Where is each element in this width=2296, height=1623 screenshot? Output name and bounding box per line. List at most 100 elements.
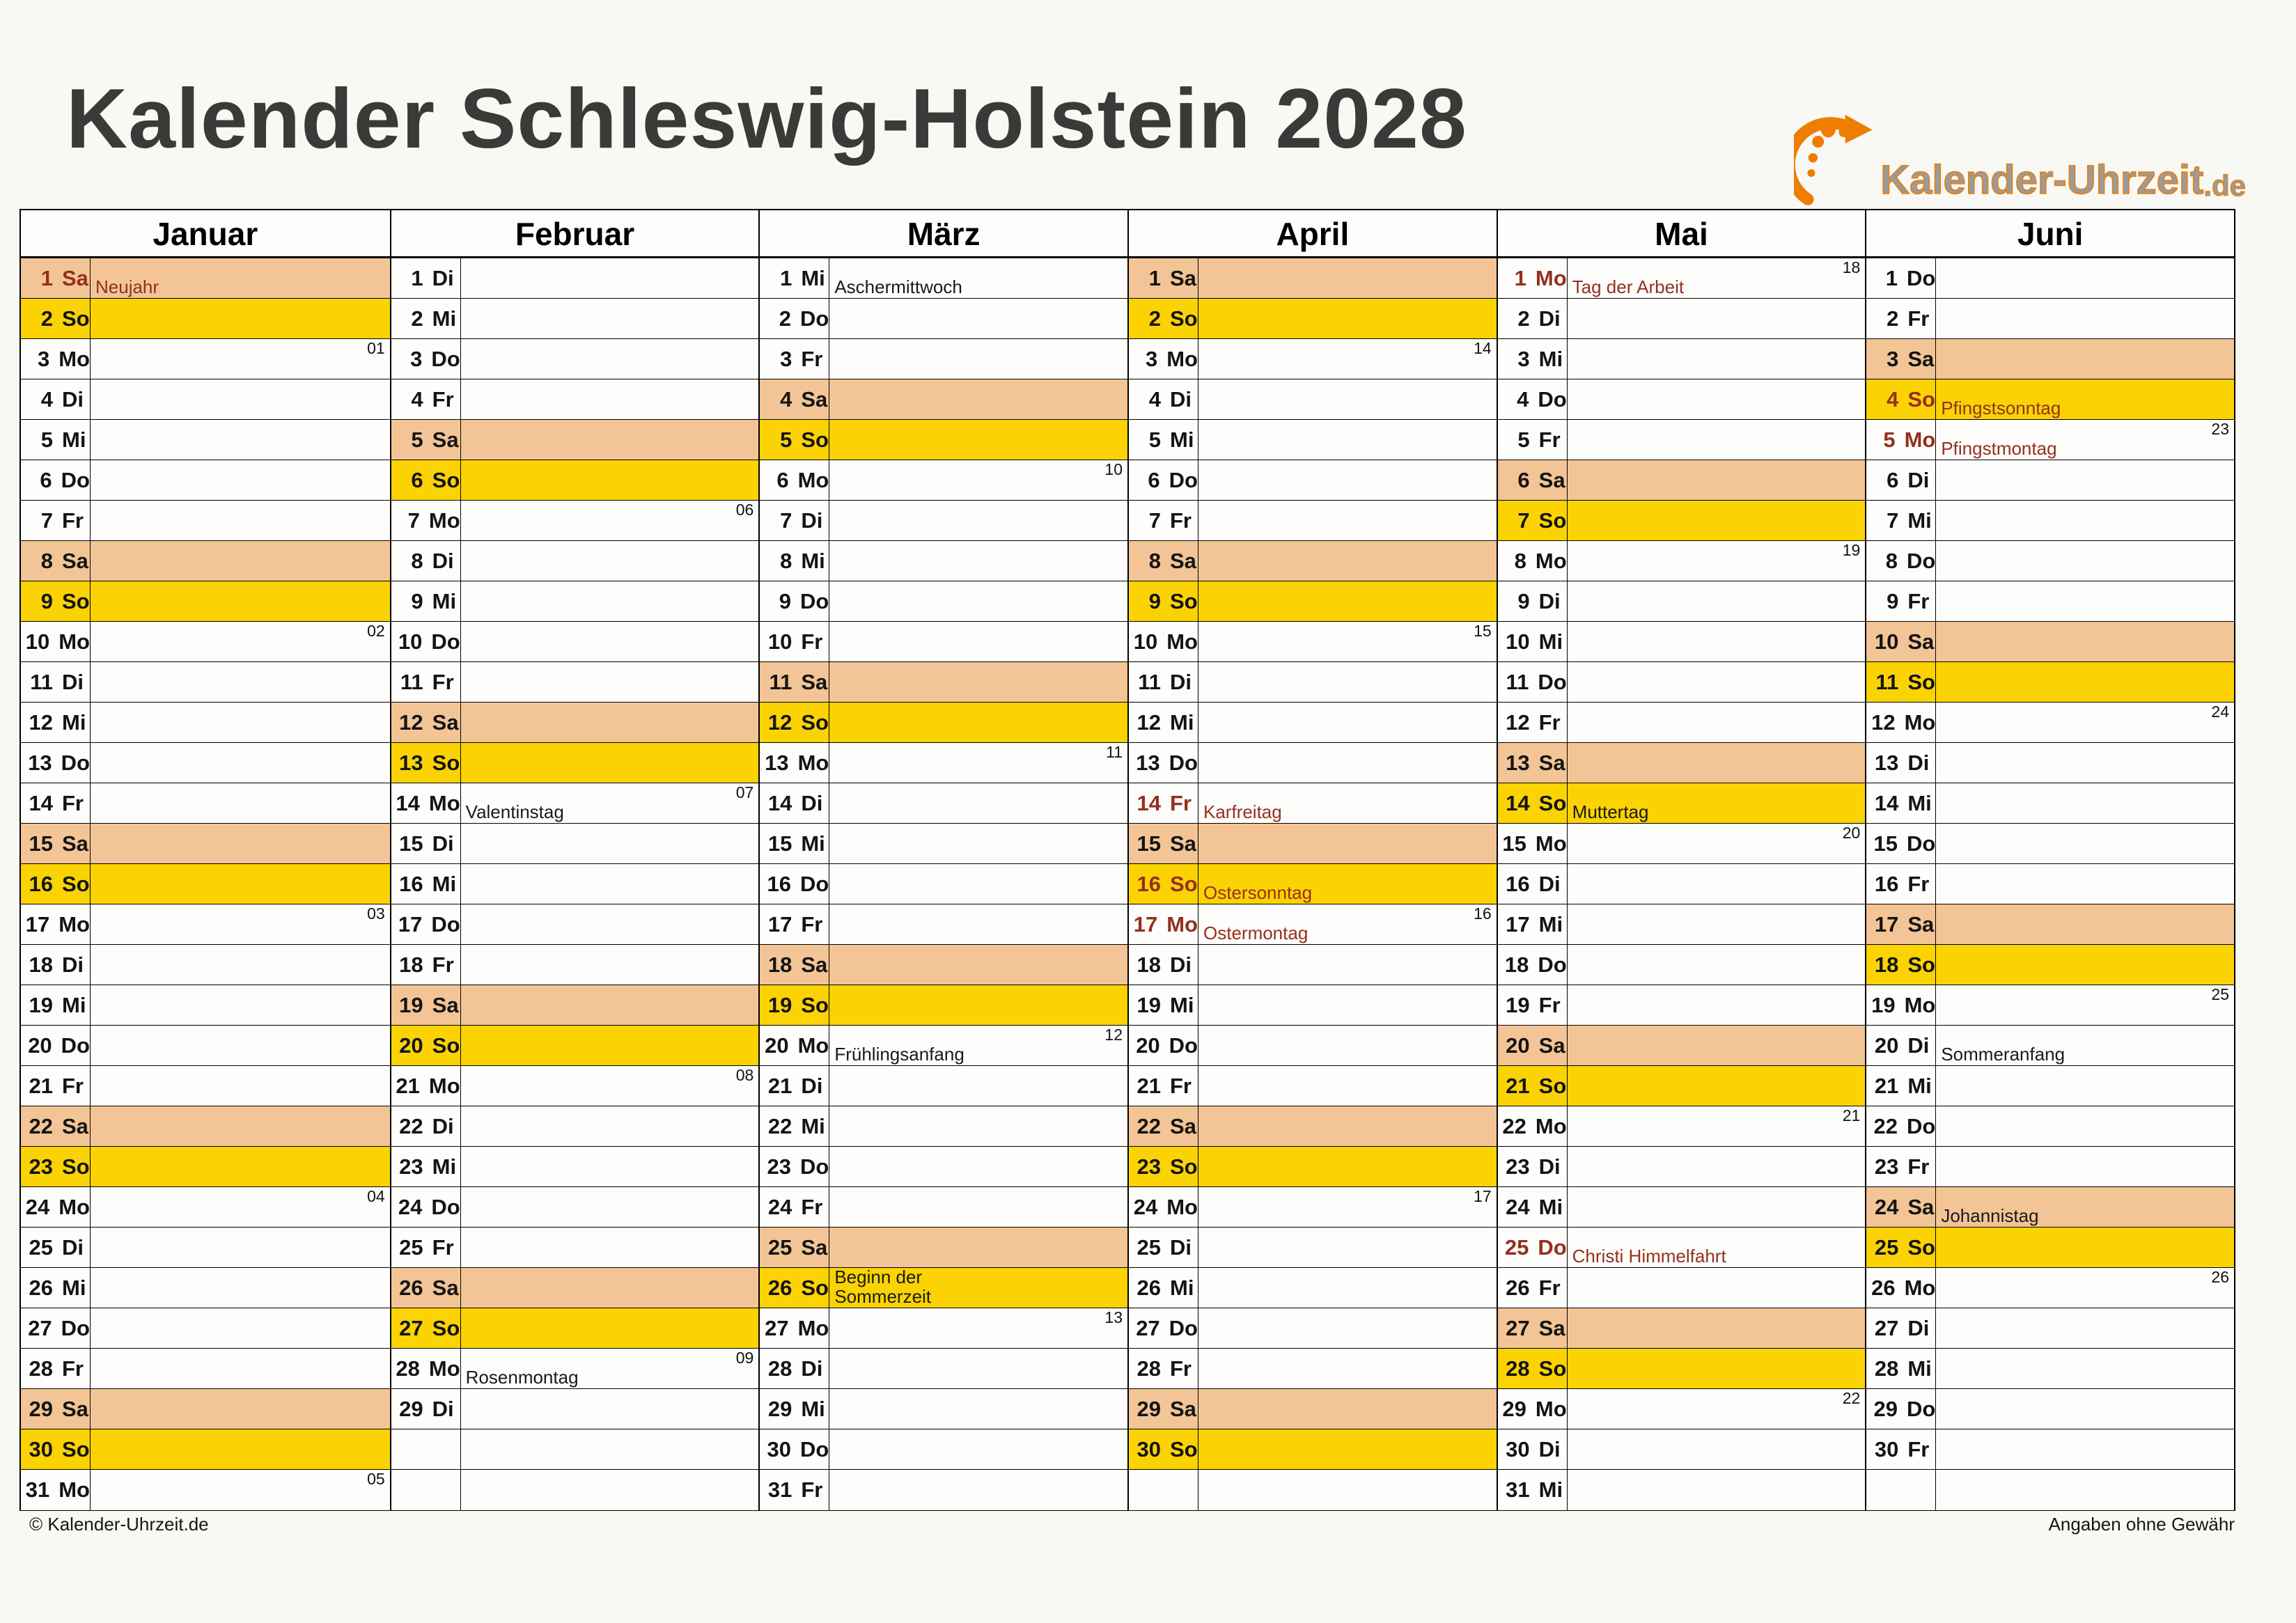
- day-row: 11 Di: [21, 662, 390, 703]
- day-row: 2 Do: [760, 299, 1127, 339]
- day-abbrev: Fr: [1170, 1356, 1192, 1381]
- day-number: 15: [1137, 831, 1161, 856]
- day-content: [461, 1026, 759, 1065]
- day-content: [1936, 622, 2234, 661]
- day-abbrev: So: [1538, 508, 1567, 533]
- day-abbrev: So: [432, 1033, 460, 1058]
- day-number: 21: [1874, 1073, 1899, 1098]
- day-cell: 22 Mi: [760, 1106, 830, 1146]
- day-cell: 8 Sa: [21, 541, 91, 581]
- day-number: 8: [1148, 548, 1161, 573]
- day-abbrev: Di: [801, 790, 823, 815]
- day-cell: 14 So: [1498, 783, 1568, 823]
- day-abbrev: Fr: [432, 669, 454, 694]
- day-row: 27 Do: [1129, 1308, 1497, 1349]
- week-number: 06: [735, 501, 754, 519]
- day-row: 1 Mo 18 Tag der Arbeit: [1497, 258, 1866, 299]
- day-cell: 23 Do: [760, 1147, 830, 1186]
- day-number: 12: [1137, 709, 1161, 735]
- day-number: 17: [398, 911, 423, 936]
- day-abbrev: So: [1170, 306, 1198, 331]
- day-row: 12 So: [760, 703, 1127, 743]
- day-row: 19 Mi: [1129, 985, 1497, 1026]
- day-number: 4: [1887, 386, 1899, 411]
- day-abbrev: Do: [800, 1154, 829, 1179]
- day-row: 10 Do: [391, 622, 759, 662]
- day-number: 23: [1137, 1154, 1161, 1179]
- day-content: [1198, 945, 1497, 985]
- day-content: [1568, 1066, 1866, 1106]
- day-number: 2: [1148, 306, 1161, 331]
- day-number: 3: [780, 346, 792, 371]
- day-content: Neujahr: [91, 258, 390, 298]
- day-row: 22 Sa: [1129, 1106, 1497, 1147]
- day-number: 27: [765, 1315, 789, 1340]
- day-abbrev: So: [432, 467, 460, 492]
- day-row: 30 So: [1129, 1429, 1497, 1470]
- day-cell: 30 Fr: [1866, 1429, 1937, 1469]
- day-number: 8: [780, 548, 792, 573]
- day-cell: 30 So: [21, 1429, 91, 1469]
- day-number: 26: [399, 1275, 423, 1300]
- day-abbrev: Fr: [1907, 306, 1930, 331]
- day-number: 17: [25, 911, 50, 936]
- day-content: [829, 703, 1127, 742]
- day-content: [1198, 379, 1497, 419]
- day-abbrev: Fr: [801, 629, 823, 654]
- day-cell: 1 Do: [1866, 258, 1937, 298]
- week-number: 12: [1104, 1026, 1123, 1044]
- day-cell: 26 Mo: [1866, 1268, 1937, 1308]
- day-abbrev: Mi: [801, 265, 825, 290]
- day-cell: 28 So: [1498, 1349, 1568, 1388]
- day-cell: 17 Sa: [1866, 904, 1937, 944]
- day-abbrev: Sa: [1170, 1396, 1196, 1421]
- day-content: [1198, 501, 1497, 540]
- day-row: 9 So: [1129, 581, 1497, 622]
- day-number: 25: [399, 1234, 423, 1260]
- week-number: 15: [1474, 622, 1492, 640]
- day-cell: 19 Fr: [1498, 985, 1568, 1025]
- day-content: [91, 1349, 390, 1388]
- day-row: 8 Mi: [760, 541, 1127, 581]
- day-cell: 29 Sa: [21, 1389, 91, 1429]
- day-cell: 19 So: [760, 985, 830, 1025]
- day-content: [1198, 824, 1497, 863]
- day-row: 18 So: [1866, 945, 2234, 985]
- day-cell: 28 Di: [760, 1349, 830, 1388]
- day-row: 5 Mo 23 Pfingstmontag: [1866, 420, 2234, 460]
- day-row: 21 Fr: [21, 1066, 390, 1106]
- day-cell: 18 So: [1866, 945, 1937, 985]
- day-content: [1568, 622, 1866, 661]
- day-abbrev: Do: [1907, 1396, 1936, 1421]
- day-number: 12: [1506, 709, 1530, 735]
- day-number: 7: [407, 508, 420, 533]
- day-number: 2: [1887, 306, 1899, 331]
- day-number: 23: [1874, 1154, 1899, 1179]
- day-content: Johannistag: [1936, 1187, 2234, 1227]
- day-number: 3: [410, 346, 423, 371]
- day-number: 10: [398, 629, 423, 654]
- day-content: [829, 420, 1127, 460]
- day-abbrev: Sa: [801, 1234, 828, 1260]
- day-row: 3 Mo 14: [1129, 339, 1497, 379]
- day-content: [1198, 299, 1497, 338]
- day-number: 16: [1874, 871, 1899, 896]
- day-content: [829, 662, 1127, 702]
- day-cell: 16 Di: [1498, 864, 1568, 904]
- day-row: 12 Mi: [1129, 703, 1497, 743]
- day-cell: 19 Sa: [391, 985, 461, 1025]
- day-number: 10: [1874, 629, 1899, 654]
- day-content: [461, 1429, 759, 1469]
- day-number: 6: [1517, 467, 1530, 492]
- day-content: 24: [1936, 703, 2234, 742]
- day-number: 2: [411, 306, 423, 331]
- day-abbrev: Mi: [801, 831, 825, 856]
- day-abbrev: Fr: [1170, 1073, 1192, 1098]
- day-abbrev: Mo: [58, 629, 90, 654]
- day-abbrev: Di: [62, 952, 84, 977]
- disclaimer-text: Angaben ohne Gewähr: [2048, 1514, 2235, 1535]
- holiday-label: Christi Himmelfahrt: [1572, 1246, 1726, 1267]
- day-abbrev: Mo: [797, 1315, 829, 1340]
- day-abbrev: Sa: [1538, 1033, 1565, 1058]
- day-abbrev: So: [801, 427, 829, 452]
